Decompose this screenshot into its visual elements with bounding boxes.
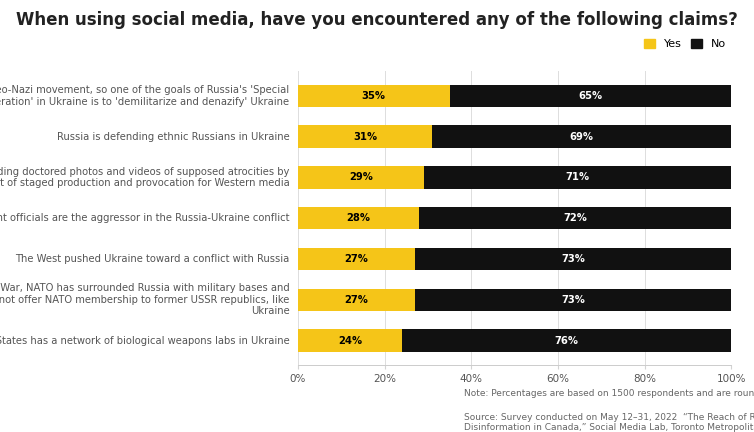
Bar	[298, 329, 402, 352]
Text: 28%: 28%	[347, 213, 370, 223]
Bar	[298, 166, 424, 189]
Text: Source: Survey conducted on May 12–31, 2022  “The Reach of Russian Propaganda &
: Source: Survey conducted on May 12–31, 2…	[464, 413, 754, 432]
Text: Note: Percentages are based on 1500 respondents and are rounded to the nearest 1: Note: Percentages are based on 1500 resp…	[464, 389, 754, 398]
Text: 69%: 69%	[570, 132, 594, 142]
Legend: Yes, No: Yes, No	[644, 38, 726, 49]
Text: 29%: 29%	[349, 172, 372, 182]
Bar	[298, 85, 449, 107]
Bar	[415, 248, 731, 270]
Text: 31%: 31%	[353, 132, 377, 142]
Text: 71%: 71%	[566, 172, 590, 182]
Bar	[432, 125, 731, 148]
Bar	[402, 329, 731, 352]
Text: 35%: 35%	[362, 91, 386, 101]
Text: 76%: 76%	[555, 336, 578, 346]
Bar	[298, 125, 432, 148]
Text: When using social media, have you encountered any of the following claims?: When using social media, have you encoun…	[16, 11, 738, 29]
Bar	[419, 207, 731, 229]
Bar	[415, 289, 731, 311]
Text: 27%: 27%	[345, 295, 368, 305]
Bar	[298, 207, 419, 229]
Bar	[298, 248, 415, 270]
Text: 72%: 72%	[563, 213, 587, 223]
Bar	[298, 289, 415, 311]
Bar	[424, 166, 731, 189]
Text: 24%: 24%	[338, 336, 362, 346]
Text: 65%: 65%	[578, 91, 602, 101]
Text: 73%: 73%	[561, 254, 585, 264]
Text: 27%: 27%	[345, 254, 368, 264]
Text: 73%: 73%	[561, 295, 585, 305]
Bar	[449, 85, 731, 107]
